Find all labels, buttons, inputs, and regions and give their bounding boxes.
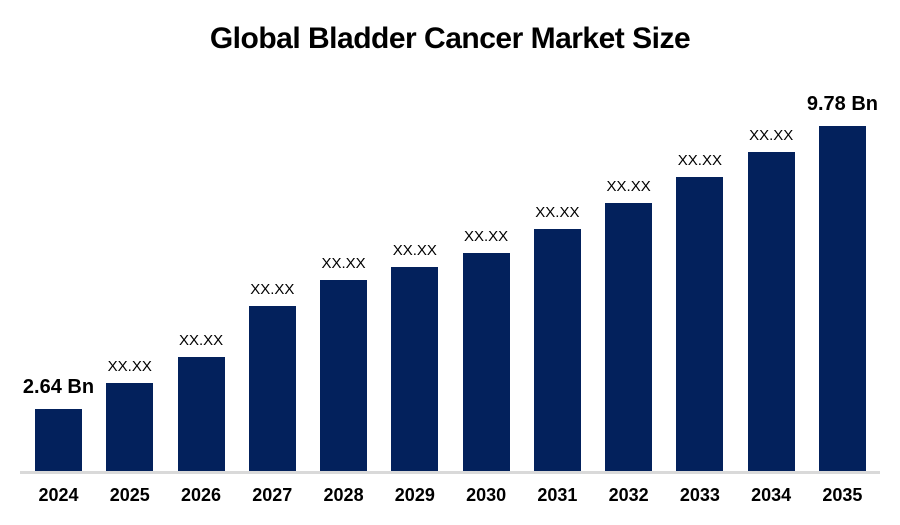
x-axis-label-2029: 2029 (394, 485, 435, 505)
x-axis-label-2035: 2035 (822, 485, 863, 505)
bar-column-2030: XX.XX (462, 88, 510, 473)
x-axis-label-2027: 2027 (252, 485, 293, 505)
bar-column-2031: XX.XX (533, 88, 581, 473)
bar-column-2024: 2.64 Bn (23, 88, 94, 473)
x-axis-label-2024: 2024 (38, 485, 79, 505)
bar-value-label-2024: 2.64 Bn (22, 376, 95, 398)
x-axis-label-2028: 2028 (323, 485, 364, 505)
bar-column-2033: XX.XX (676, 88, 724, 473)
bar-2033 (676, 177, 724, 473)
bar-2029 (391, 267, 439, 473)
bar-column-2025: XX.XX (106, 88, 154, 473)
x-axis-label-2033: 2033 (679, 485, 720, 505)
x-axis-label-2030: 2030 (466, 485, 507, 505)
bar-2028 (320, 280, 368, 473)
x-axis-label-2025: 2025 (109, 485, 150, 505)
bar-column-2027: XX.XX (248, 88, 296, 473)
bar-value-label-2032: XX.XX (606, 178, 651, 195)
bar-value-label-2030: XX.XX (464, 228, 509, 245)
x-axis-label-2032: 2032 (608, 485, 649, 505)
bar-column-2034: XX.XX (747, 88, 795, 473)
bar-value-label-2031: XX.XX (535, 204, 580, 221)
bars-plot-area: 2.64 Bn XX.XX XX.XX XX.XX XX.XX XX.XX XX.XX XX.… (23, 88, 878, 473)
bar-value-label-2033: XX.XX (677, 152, 722, 169)
bar-value-label-2025: XX.XX (107, 358, 152, 375)
bar-value-label-2029: XX.XX (392, 242, 437, 259)
chart-title: Global Bladder Cancer Market Size (209, 22, 691, 55)
bar-value-label-2028: XX.XX (321, 255, 366, 272)
bar-column-2028: XX.XX (320, 88, 368, 473)
bar-2025 (106, 383, 154, 473)
x-axis-label-2034: 2034 (751, 485, 792, 505)
bar-2024 (35, 409, 82, 473)
bar-2035 (818, 126, 866, 473)
bar-value-label-2034: XX.XX (749, 127, 794, 144)
bar-2030 (462, 253, 510, 473)
x-axis-labels-row: 2024 2025 2026 2027 2028 2029 2030 2031 2032 2033… (35, 485, 866, 506)
bar-2026 (177, 357, 225, 473)
bar-column-2026: XX.XX (177, 88, 225, 473)
bar-value-label-2027: XX.XX (250, 281, 295, 298)
x-axis-line (20, 471, 880, 474)
bar-value-label-2026: XX.XX (178, 332, 224, 349)
bar-2032 (605, 203, 653, 473)
x-axis-label-2026: 2026 (181, 485, 222, 505)
bar-2034 (747, 152, 795, 473)
bar-2027 (248, 306, 296, 473)
x-axis-label-2031: 2031 (537, 485, 578, 505)
bar-column-2035: 9.78 Bn (807, 88, 878, 473)
bar-column-2029: XX.XX (391, 88, 439, 473)
bar-2031 (533, 229, 581, 473)
bar-column-2032: XX.XX (605, 88, 653, 473)
bar-value-label-2035: 9.78 Bn (806, 93, 878, 115)
